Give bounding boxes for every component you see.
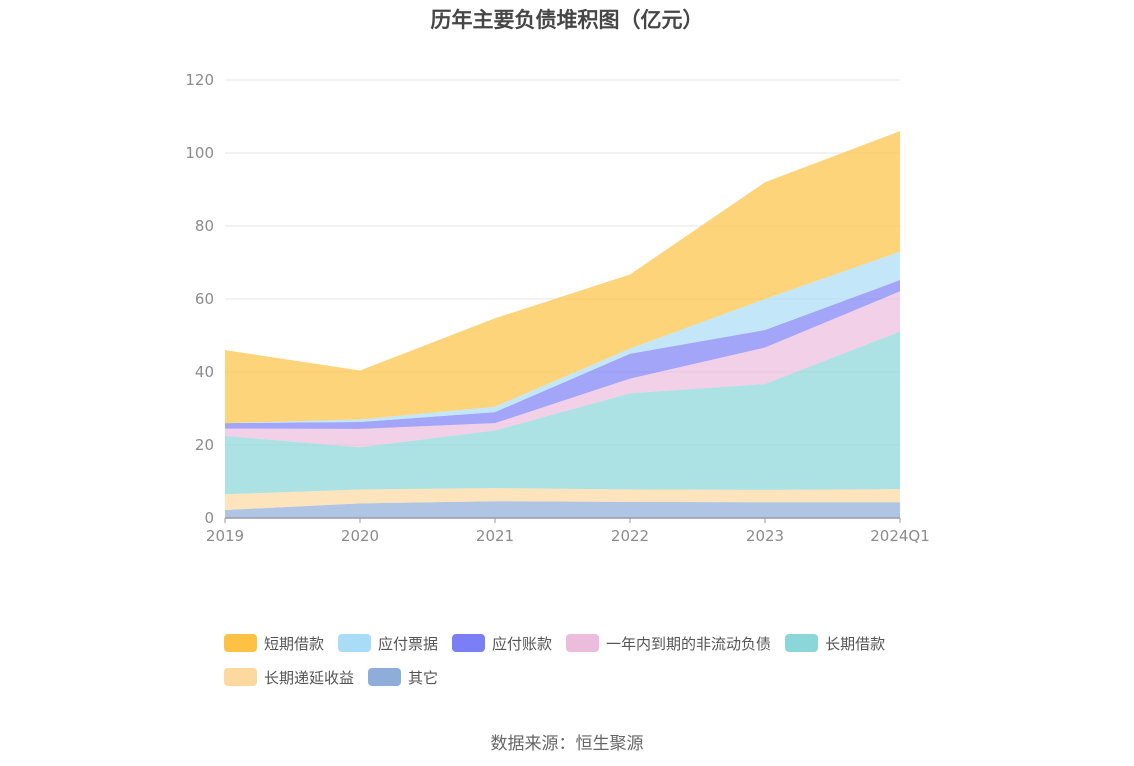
legend-item[interactable]: 长期递延收益 bbox=[224, 666, 354, 688]
x-tick-label: 2024Q1 bbox=[870, 527, 930, 545]
legend-label: 长期递延收益 bbox=[264, 668, 355, 687]
legend-item[interactable]: 应付账款 bbox=[452, 632, 552, 654]
legend-swatch bbox=[368, 668, 402, 686]
legend-label: 短期借款 bbox=[264, 634, 325, 653]
area-长期递延收益 bbox=[225, 488, 900, 510]
x-tick-label: 2020 bbox=[341, 527, 379, 545]
legend-item[interactable]: 应付票据 bbox=[338, 632, 438, 654]
legend-item[interactable]: 一年内到期的非流动负债 bbox=[566, 632, 771, 654]
area-一年内到期的非流动负债 bbox=[225, 291, 900, 448]
legend-swatch bbox=[785, 634, 819, 652]
y-tick-label: 20 bbox=[195, 436, 214, 454]
x-tick-label: 2019 bbox=[206, 527, 244, 545]
legend-item[interactable]: 短期借款 bbox=[224, 632, 324, 654]
y-tick-label: 40 bbox=[195, 363, 214, 381]
legend-swatch bbox=[224, 668, 257, 686]
legend-swatch bbox=[452, 634, 486, 652]
legend-label: 一年内到期的非流动负债 bbox=[606, 634, 772, 653]
legend-swatch bbox=[338, 634, 372, 652]
y-tick-label: 100 bbox=[185, 144, 214, 162]
y-tick-label: 60 bbox=[195, 290, 214, 308]
legend-item[interactable]: 其它 bbox=[368, 666, 438, 688]
y-tick-label: 80 bbox=[195, 217, 214, 235]
area-短期借款 bbox=[225, 131, 900, 424]
legend-label: 应付账款 bbox=[492, 634, 553, 653]
legend-swatch bbox=[224, 634, 257, 652]
legend-label: 长期借款 bbox=[825, 634, 886, 653]
data-source: 数据来源：恒生聚源 bbox=[490, 734, 644, 754]
x-tick-label: 2021 bbox=[476, 527, 514, 545]
area-series bbox=[225, 131, 900, 518]
area-长期借款 bbox=[225, 331, 900, 495]
legend-label: 应付票据 bbox=[378, 634, 439, 653]
legend-item[interactable]: 长期借款 bbox=[785, 632, 885, 654]
legend: 短期借款 应付票据 应付账款 一年内到期的非流动负债 长期借款长期递延收益 其它 bbox=[224, 632, 944, 700]
legend-label: 其它 bbox=[408, 668, 439, 687]
x-tick-label: 2023 bbox=[746, 527, 784, 545]
y-tick-label: 120 bbox=[185, 71, 214, 89]
x-tick-label: 2022 bbox=[611, 527, 649, 545]
y-tick-label: 0 bbox=[204, 509, 214, 527]
area-其它 bbox=[225, 501, 900, 518]
chart-title: 历年主要负债堆积图（亿元） bbox=[430, 8, 704, 32]
area-应付账款 bbox=[225, 280, 900, 429]
legend-swatch bbox=[566, 634, 600, 652]
axes: 0 20 40 60 80 100 120 2019 2020 2021 2022 2023 2024Q… bbox=[185, 71, 929, 545]
